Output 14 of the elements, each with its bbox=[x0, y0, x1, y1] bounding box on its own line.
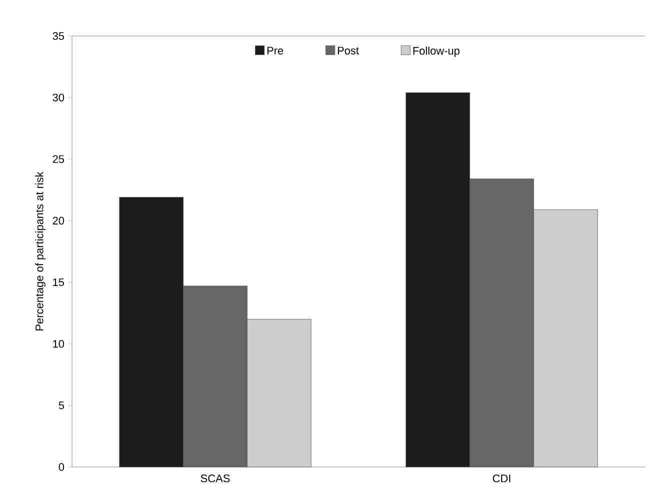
x-tick-label: CDI bbox=[492, 474, 510, 482]
y-tick-label: 20 bbox=[52, 216, 64, 225]
y-tick-label: 30 bbox=[52, 94, 64, 102]
y-tick-label: 25 bbox=[52, 155, 64, 164]
y-tick-label: 10 bbox=[53, 340, 64, 348]
y-tick-label: 15 bbox=[53, 278, 64, 286]
y-axis-title: Percentage of participants at risk bbox=[35, 172, 46, 330]
legend-label: Post bbox=[338, 46, 359, 54]
y-tick-label: 35 bbox=[52, 32, 64, 40]
legend-label: Pre bbox=[267, 46, 284, 54]
x-tick-label: SCAS bbox=[200, 474, 230, 482]
y-tick-label: 0 bbox=[58, 463, 64, 471]
legend-label: Follow-up bbox=[413, 46, 460, 57]
y-tick-label: 5 bbox=[58, 402, 64, 410]
